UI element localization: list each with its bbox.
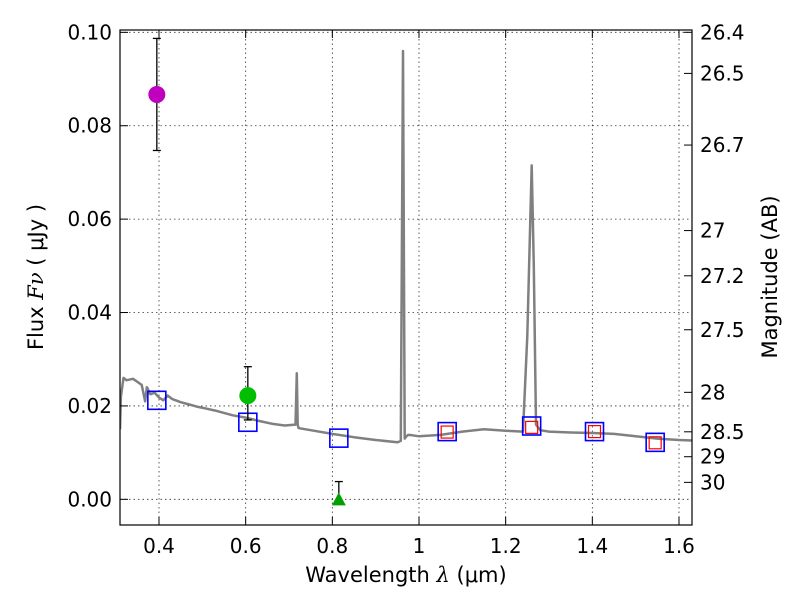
model-photometry-square (645, 432, 665, 453)
mag-tick-label: 28.5 (700, 420, 745, 444)
mag-tick-label: 26.7 (700, 133, 745, 157)
y-tick-label: 0.04 (67, 301, 112, 325)
mag-tick-label: 26.4 (700, 20, 745, 44)
mag-tick-label: 27.2 (700, 264, 745, 288)
x-axis-title: Wavelength λ (μm) (305, 563, 506, 587)
data-layer (120, 37, 692, 506)
y2-axis-title: Magnitude (AB) (758, 195, 782, 358)
grid (120, 30, 692, 525)
mag-tick-label: 27 (700, 219, 725, 243)
mag-tick-label: 28 (700, 380, 725, 404)
ticks: 0.4 0.6 0.8 1 1.2 1.4 1.6 0.00 0.02 0.04 0.06 0.08 0… (67, 20, 744, 558)
green-triangle (331, 492, 346, 506)
observed-photometry-square (587, 425, 602, 439)
x-tick-label: 1.4 (576, 534, 608, 558)
data-clip-group (120, 37, 692, 506)
mag-tick-label: 30 (700, 470, 725, 494)
observed-photometry-square (440, 425, 454, 439)
sed-model-line (120, 49, 692, 444)
plot-area (120, 30, 692, 525)
y-tick-label: 0.00 (67, 487, 112, 511)
model-photometry-square (584, 421, 605, 442)
mag-tick-label: 27.5 (700, 318, 745, 342)
model-photometry-square (521, 416, 542, 436)
mag-tick-label: 26.5 (700, 61, 745, 85)
y-tick-label: 0.06 (67, 207, 112, 231)
observed-photometry-square (525, 420, 539, 435)
y-tick-label: 0.08 (67, 114, 112, 138)
mag-tick-label: 29 (700, 445, 725, 469)
plot-frame (119, 29, 693, 526)
model-photometry-square (329, 428, 349, 448)
x-tick-label: 0.4 (143, 534, 175, 558)
green-circle (239, 387, 257, 405)
x-tick-label: 1.2 (490, 534, 522, 558)
y-tick-label: 0.02 (67, 394, 112, 418)
x-tick-label: 1.6 (663, 534, 695, 558)
observed-photometry-square (648, 436, 662, 450)
model-photometry-square (147, 390, 167, 411)
y-axis-title: Flux Fν ( μJy ) (24, 204, 48, 350)
x-tick-label: 1 (413, 534, 426, 558)
model-photometry-square (437, 421, 457, 442)
magenta-circle (148, 85, 166, 103)
x-tick-label: 0.8 (316, 534, 348, 558)
x-tick-label: 0.6 (230, 534, 262, 558)
y-tick-label: 0.10 (67, 20, 112, 44)
